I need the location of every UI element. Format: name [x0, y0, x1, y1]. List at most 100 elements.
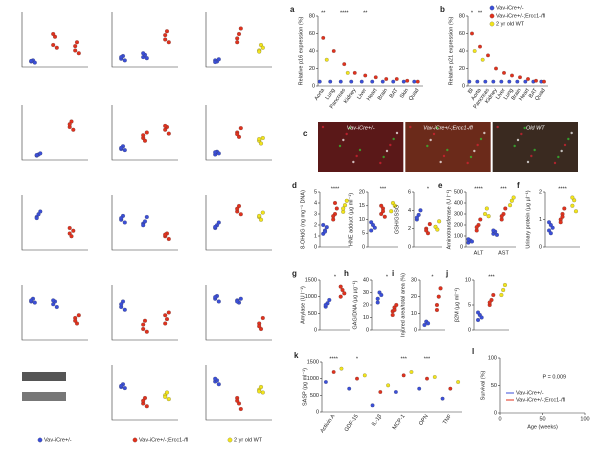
- y-axis-label: β2M (µg ml⁻¹): [454, 288, 460, 322]
- data-point: [427, 222, 432, 227]
- data-point: [550, 225, 555, 230]
- y-tick-label: 50: [491, 383, 497, 389]
- panel-letter: c: [303, 129, 308, 138]
- y-tick-label: 0: [460, 244, 463, 250]
- data-point: [375, 296, 380, 301]
- y-tick-label: 5: [362, 231, 365, 237]
- y-axis-label: Aminotransferase (U l⁻¹): [446, 189, 452, 249]
- micrograph-speck: [338, 144, 342, 148]
- data-point: [480, 57, 485, 62]
- x-tick-label: AST: [498, 250, 509, 256]
- data-point: [379, 293, 384, 298]
- y-tick-label: 2: [539, 189, 542, 195]
- data-point: [29, 298, 34, 303]
- significance: *: [471, 10, 474, 16]
- y-tick-label: 20: [363, 302, 369, 308]
- data-point: [562, 206, 567, 211]
- data-point: [324, 225, 329, 230]
- data-point: [71, 228, 76, 233]
- data-point: [216, 151, 221, 156]
- data-point: [393, 390, 398, 394]
- data-point: [391, 79, 396, 84]
- significance: ***: [424, 356, 431, 362]
- y-axis-label: Relative p16 expression (%): [298, 16, 304, 85]
- data-point: [486, 53, 490, 58]
- data-point: [259, 217, 264, 222]
- data-point: [534, 78, 538, 83]
- data-point: [29, 58, 34, 63]
- data-point: [341, 206, 346, 211]
- data-point: [570, 203, 575, 208]
- data-point: [235, 206, 240, 211]
- micrograph-speck: [442, 154, 446, 158]
- image-label: Old WT: [526, 125, 545, 131]
- data-point: [510, 73, 514, 78]
- legend-label: 2 yr old WT: [496, 21, 525, 27]
- data-point: [340, 288, 345, 293]
- y-tick-label: 0: [494, 410, 497, 416]
- significance: **: [363, 10, 368, 16]
- data-point: [141, 327, 146, 332]
- data-point: [51, 42, 56, 47]
- data-point: [483, 212, 488, 217]
- data-point: [362, 373, 367, 378]
- x-tick-label: OPN: [418, 414, 430, 427]
- data-point: [478, 217, 483, 222]
- data-point: [38, 151, 43, 156]
- significance: ****: [329, 356, 338, 362]
- data-point: [260, 210, 265, 215]
- data-point: [122, 307, 127, 312]
- data-point: [216, 57, 221, 62]
- data-point: [560, 214, 565, 219]
- data-point: [523, 79, 528, 84]
- micrograph-speck: [321, 125, 325, 129]
- data-point: [401, 79, 406, 84]
- data-point: [73, 48, 78, 53]
- data-point: [213, 224, 218, 229]
- panel-letter: j: [445, 269, 448, 278]
- legend-marker: [489, 21, 495, 27]
- micrograph-speck: [570, 131, 573, 135]
- y-axis-label: Amylase (U l⁻¹): [300, 286, 306, 324]
- panel-letter: e: [438, 181, 443, 190]
- panel-letter: i: [392, 269, 394, 278]
- axis: [21, 195, 88, 251]
- y-tick-label: 0: [414, 327, 417, 333]
- data-point: [347, 386, 352, 391]
- y-tick-label: 30: [411, 277, 417, 283]
- micrograph-speck: [439, 160, 442, 164]
- y-axis-label: GAG/DNA (µg µg⁻¹): [352, 280, 358, 329]
- data-point: [379, 203, 384, 208]
- axis: [205, 365, 272, 421]
- data-point: [342, 291, 347, 296]
- data-point: [238, 212, 243, 217]
- data-point: [437, 219, 442, 224]
- y-axis-label: SASP (pg ml⁻¹): [302, 368, 308, 406]
- data-point: [363, 73, 368, 78]
- data-point: [417, 386, 422, 391]
- data-point: [515, 79, 520, 84]
- data-point: [503, 206, 508, 211]
- data-point: [487, 300, 492, 305]
- data-point: [339, 366, 344, 371]
- data-point: [501, 288, 506, 293]
- significance: ****: [474, 186, 483, 192]
- panel-letter: f: [517, 181, 520, 190]
- micrograph-speck: [513, 144, 516, 148]
- data-point: [166, 310, 171, 315]
- data-point: [448, 386, 453, 391]
- data-point: [390, 313, 395, 318]
- panel-letter: k: [294, 351, 299, 360]
- data-point: [526, 77, 530, 81]
- panel-letter: h: [344, 269, 349, 278]
- data-point: [547, 220, 552, 225]
- y-tick-label: 15: [359, 203, 365, 209]
- x-tick-label: 50: [539, 416, 545, 422]
- micrograph-speck: [473, 149, 476, 153]
- data-point: [38, 209, 43, 214]
- y-tick-label: 30: [363, 290, 369, 296]
- data-point: [166, 40, 171, 45]
- data-point: [141, 322, 146, 327]
- axis: [111, 195, 178, 251]
- y-tick-label: 20: [359, 189, 365, 195]
